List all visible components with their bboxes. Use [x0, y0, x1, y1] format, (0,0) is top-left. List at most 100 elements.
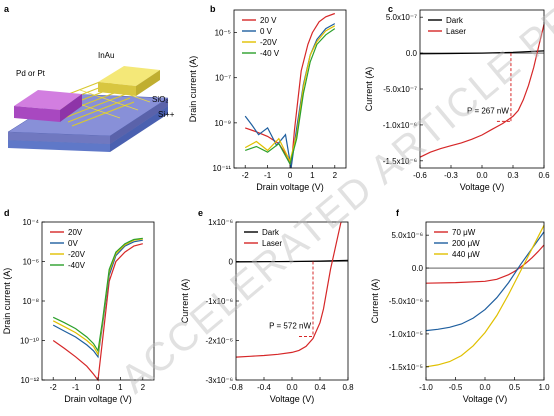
series-line-3 [425, 225, 545, 368]
x-tick-label: -0.4 [257, 383, 271, 392]
panel-letter-c: c [388, 4, 393, 14]
plot-frame [425, 221, 545, 381]
y-tick-label: -1x10⁻⁶ [205, 297, 233, 306]
x-tick-label: 0 [96, 383, 101, 392]
x-axis-label: Voltage (V) [270, 394, 315, 404]
y-tick-label: -5.0x10⁻⁶ [389, 297, 423, 306]
y-tick-label: 10⁻⁹ [214, 119, 231, 128]
x-tick-label: -1 [264, 171, 272, 180]
series-line-1 [235, 259, 349, 263]
chart-panel-f: f -1.0 -0.5 0.0 0.5 1.0 5.0x10⁻⁶ 0.0 -5.0x10⁻⁶ -1… [370, 208, 550, 404]
x-axis-label: Voltage (V) [460, 182, 505, 192]
x-tick-label: 0.6 [538, 171, 550, 180]
y-tick-label: 10⁻⁵ [215, 29, 231, 38]
x-tick-label: 0.5 [509, 383, 521, 392]
contact-left-label: Pd or Pt [16, 69, 46, 78]
x-axis-label: Voltage (V) [463, 394, 508, 404]
y-tick-label: 5.0x10⁻⁶ [391, 231, 423, 240]
y-axis-label: Current (A) [364, 67, 374, 112]
x-tick-label: 0.4 [314, 383, 326, 392]
x-tick-label: 2 [333, 171, 338, 180]
x-tick-label: 1.0 [538, 383, 550, 392]
panel-letter-e: e [198, 208, 203, 218]
y-tick-label: 10⁻¹¹ [213, 164, 232, 173]
y-tick-label: 0.0 [412, 264, 424, 273]
y-tick-label: 10⁻¹⁰ [20, 337, 39, 346]
series-line-2 [235, 221, 342, 358]
y-tick-label: 0.0 [406, 49, 418, 58]
annotation-label: P = 267 nW [467, 106, 509, 115]
chart-panel-d: d -2 -1 0 1 2 10⁻¹² 10⁻¹⁰ 10⁻⁸ 10⁻⁶ 10⁻⁴ Drain volt… [2, 208, 155, 404]
legend-label: 0V [68, 239, 78, 248]
x-tick-label: -2 [242, 171, 250, 180]
series-line-2 [419, 24, 545, 158]
x-tick-label: 1 [118, 383, 123, 392]
y-axis-label: Drain current (A) [2, 268, 12, 335]
y-tick-label: 10⁻¹² [21, 376, 40, 385]
x-axis-label: Drain voltage (V) [64, 394, 132, 404]
series-line-2 [244, 23, 336, 169]
x-tick-label: 2 [141, 383, 146, 392]
x-axis-label: Drain voltage (V) [256, 182, 324, 192]
legend-label: -40 V [260, 49, 280, 58]
x-tick-label: -0.5 [449, 383, 463, 392]
x-tick-label: 0.0 [476, 171, 488, 180]
oxide-label: SiO₂ [152, 95, 168, 104]
legend-label: Laser [262, 239, 282, 248]
series-line-3 [52, 238, 143, 357]
y-tick-label: 10⁻⁷ [215, 74, 231, 83]
series-line-4 [245, 28, 336, 166]
legend-label: 0 V [260, 27, 273, 36]
x-tick-label: 0.0 [479, 383, 491, 392]
schematic-panel: a [4, 4, 175, 152]
legend-label: -20V [260, 38, 278, 47]
x-tick-label: -0.6 [413, 171, 427, 180]
legend-label: 20V [68, 228, 83, 237]
x-tick-label: 0 [288, 171, 293, 180]
x-tick-label: -1 [72, 383, 80, 392]
contact-right-label: InAu [98, 51, 114, 60]
substrate-label: Si++ [158, 110, 175, 119]
chart-panel-e: e -0.8 -0.4 0.0 0.4 0.8 1x10⁻⁶ 0 -1x10⁻⁶ -2x10⁻⁶ -… [180, 208, 354, 404]
y-tick-label: 10⁻⁴ [22, 218, 39, 227]
y-tick-label: 5.0x10⁻⁷ [386, 13, 417, 22]
x-tick-label: 0.3 [507, 171, 519, 180]
legend-label: 200 μW [452, 239, 480, 248]
y-tick-label: 0 [229, 258, 234, 267]
y-tick-label: 1x10⁻⁶ [208, 218, 233, 227]
y-tick-label: -1.5x10⁻⁵ [389, 363, 423, 372]
y-tick-label: -1.0x10⁻⁵ [389, 330, 423, 339]
series-line-1 [245, 12, 336, 169]
x-tick-label: -2 [50, 383, 58, 392]
x-tick-label: -0.8 [229, 383, 243, 392]
series-line-2 [52, 239, 143, 359]
y-tick-label: -1.0x10⁻⁶ [383, 121, 417, 130]
annotation-label: P = 572 nW [269, 322, 311, 331]
legend-label: 70 μW [452, 228, 476, 237]
y-tick-label: -5.0x10⁻⁷ [383, 85, 417, 94]
y-axis-label: Current (A) [180, 279, 190, 324]
legend-label: Dark [446, 16, 464, 25]
x-tick-label: 0.0 [286, 383, 298, 392]
legend-label: 20 V [260, 16, 277, 25]
series-line-2 [425, 231, 545, 332]
x-tick-label: -0.3 [444, 171, 458, 180]
panel-letter-f: f [396, 208, 400, 218]
y-tick-label: -2x10⁻⁶ [205, 337, 233, 346]
y-tick-label: -1.5x10⁻⁶ [383, 157, 417, 166]
chart-panel-b: b -2 -1 0 1 2 10⁻¹¹ 10⁻⁹ 10⁻⁷ 10⁻⁵ Drain voltage (… [188, 4, 347, 192]
y-tick-label: 10⁻⁶ [23, 258, 39, 267]
legend-label: Laser [446, 27, 466, 36]
panel-letter-b: b [210, 4, 216, 14]
series-line-1 [52, 243, 143, 382]
legend-label: 440 μW [452, 250, 480, 259]
series-line-1 [425, 244, 545, 284]
series-line-1 [419, 50, 545, 55]
series-line-4 [52, 237, 143, 353]
y-axis-label: Drain current (A) [188, 56, 198, 123]
chart-panel-c: c -0.6 -0.3 0.0 0.3 0.6 5.0x10⁻⁷ 0.0 -5.0x10⁻⁷ -1… [364, 4, 550, 192]
legend-label: -20V [68, 250, 86, 259]
contact-left-pad [14, 90, 82, 122]
series-line-3 [244, 25, 336, 163]
